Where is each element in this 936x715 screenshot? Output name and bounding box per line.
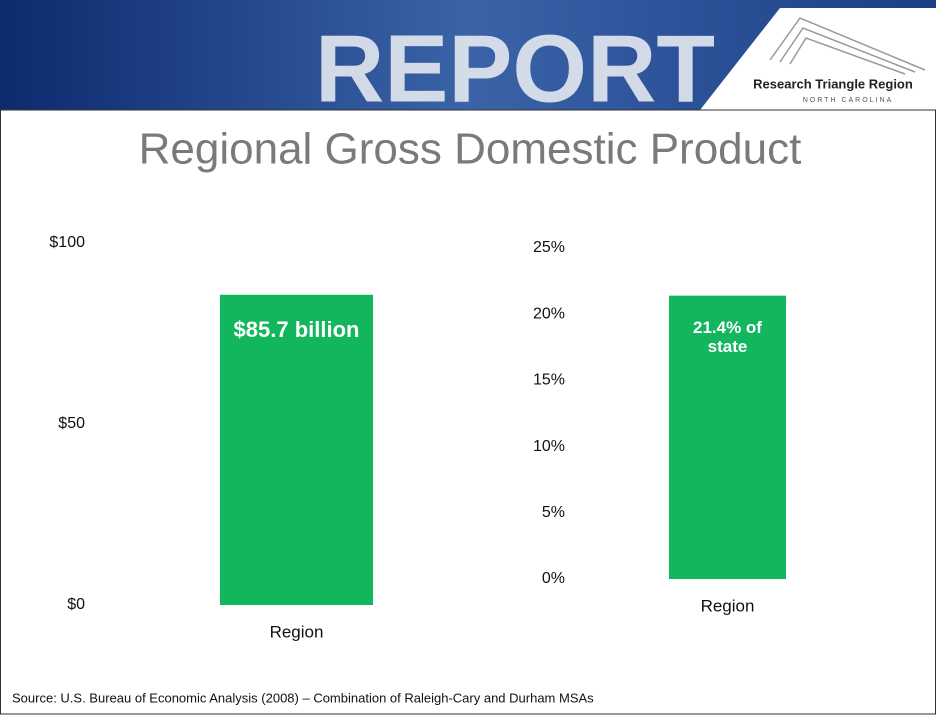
y-tick-label: 25% [533, 239, 565, 256]
x-tick-label: Region [270, 622, 324, 641]
y-tick-label: $50 [58, 415, 85, 432]
y-tick-label: 0% [542, 570, 565, 587]
banner-text: REPORT [315, 15, 715, 122]
y-tick-label: 20% [533, 305, 565, 322]
y-tick-label: 10% [533, 438, 565, 455]
slide-title: Regional Gross Domestic Product [139, 125, 802, 174]
logo-title: Research Triangle Region [753, 76, 913, 91]
value-label: $85.7 billion [233, 316, 360, 342]
logo-bg [700, 8, 936, 110]
logo-subtitle: NORTH CAROLINA [803, 97, 894, 104]
y-tick-label: $0 [67, 596, 85, 613]
value-label: 21.4% of state [693, 317, 762, 357]
y-tick-label: 5% [542, 504, 565, 521]
logo-lines [769, 17, 926, 75]
bar [669, 295, 786, 579]
x-tick-label: Region [701, 596, 755, 615]
source: Source: U.S. Bureau of Economic Analysis… [12, 690, 594, 705]
y-tick-label: 15% [533, 372, 565, 389]
y-tick-label: $100 [49, 234, 85, 251]
slide-border [0, 109, 936, 715]
bar [220, 294, 373, 605]
